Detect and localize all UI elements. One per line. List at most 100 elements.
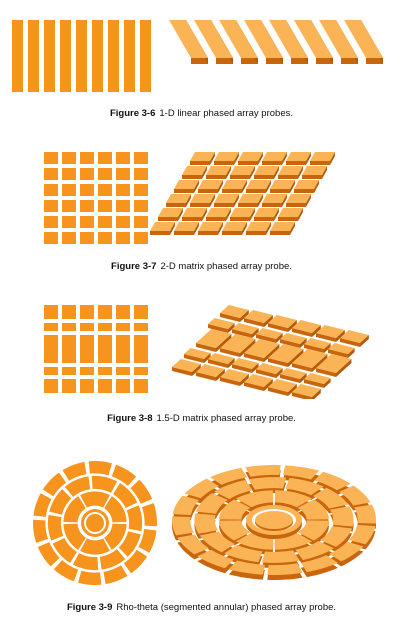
annular-segment-top xyxy=(172,495,199,516)
element-cell-right-side xyxy=(216,369,225,381)
element-cell-right-side xyxy=(202,208,207,221)
element-cell xyxy=(80,184,94,196)
annular-segment xyxy=(33,519,49,543)
figure-3-8-caption: Figure 3-8 1.5-D matrix phased array prob… xyxy=(0,413,403,424)
element-cell-top xyxy=(292,349,328,368)
annular-segment xyxy=(80,491,110,508)
element-cell-front-side xyxy=(270,231,290,235)
element-cell-right-side xyxy=(178,208,183,221)
element-cell-right-side xyxy=(258,152,263,165)
element-cell-top xyxy=(256,328,283,339)
element-cell xyxy=(44,152,58,164)
annular-segment-top xyxy=(297,499,330,520)
element-cell-front-side xyxy=(198,189,218,193)
element-cell-front-side xyxy=(182,217,202,221)
element-cell xyxy=(44,323,58,331)
element-slab-front-side xyxy=(366,58,383,64)
annular-segment xyxy=(118,531,141,557)
figure-3-9-caption: Figure 3-9 Rho-theta (segmented annular) … xyxy=(0,602,403,613)
element-slab-top xyxy=(269,20,308,58)
annular-segment-top xyxy=(184,478,219,499)
element-cell-top xyxy=(244,310,273,323)
element-cell-front-side xyxy=(286,161,306,165)
element-cell-front-side xyxy=(316,368,336,377)
element-cell-front-side xyxy=(304,379,324,388)
element-cell-right-side xyxy=(216,334,232,352)
annular-segment-top xyxy=(285,477,324,496)
element-cell-top xyxy=(244,374,273,387)
element-cell-right-side xyxy=(218,222,223,235)
element-cell-right-side xyxy=(336,359,352,377)
element-cell xyxy=(62,305,76,319)
annular-segment-top xyxy=(210,467,248,485)
element-cell-top xyxy=(220,334,256,353)
annular-segment-top xyxy=(329,541,364,562)
element-slab-top xyxy=(319,20,358,58)
element-cell-front-side xyxy=(280,339,300,348)
figure-text: Rho-theta (segmented annular) phased arr… xyxy=(116,602,337,613)
element-cell-front-side xyxy=(208,324,228,333)
element-cell-right-side xyxy=(288,320,297,332)
annular-segment-top xyxy=(248,477,287,490)
element-cell-front-side xyxy=(280,374,300,383)
element-slab-top xyxy=(294,20,333,58)
annular-segment xyxy=(126,505,143,532)
element-cell-right-side xyxy=(226,166,231,179)
element-cell-top xyxy=(278,166,303,175)
figure-3-7-caption: Figure 3-7 2-D matrix phased array probe. xyxy=(0,261,403,272)
element-cell xyxy=(80,168,94,180)
element-cell-front-side xyxy=(292,363,312,372)
element-cell-front-side xyxy=(220,348,240,357)
element-cell xyxy=(80,323,94,331)
annular-segment xyxy=(63,496,86,523)
element-slab-top xyxy=(219,20,258,58)
element-cell-front-side xyxy=(174,189,194,193)
element-cell xyxy=(62,379,76,393)
linear-array-front-view xyxy=(12,20,151,92)
annular-segment xyxy=(141,503,157,527)
element-cell-right-side xyxy=(282,152,287,165)
element-cell-top xyxy=(182,208,207,217)
element-cell-top xyxy=(198,222,223,231)
element-cell-top xyxy=(230,208,255,217)
linear-array-isometric-view xyxy=(169,20,383,64)
annular-segment-top xyxy=(267,563,303,575)
element-cell xyxy=(98,184,112,196)
element-cell-right-side xyxy=(274,208,279,221)
element-cell-front-side xyxy=(214,161,234,165)
element-cell-front-side xyxy=(214,203,234,207)
element-cell-top xyxy=(230,166,255,175)
annular-segment-top xyxy=(224,544,263,563)
element-cell-top xyxy=(268,379,297,392)
element-cell-top xyxy=(246,222,271,231)
element-cell-top xyxy=(262,194,287,203)
element-cell-right-side xyxy=(312,325,321,337)
element-cell-top xyxy=(174,222,199,231)
element-cell-front-side xyxy=(270,189,290,193)
element-cell-top xyxy=(304,373,331,384)
element-cell-top xyxy=(222,180,247,189)
element-cell-right-side xyxy=(250,166,255,179)
element-cell-top xyxy=(214,152,239,161)
element-cell xyxy=(134,367,148,375)
element-cell-right-side xyxy=(324,378,331,388)
element-cell-right-side xyxy=(288,384,297,396)
element-cell-top xyxy=(292,384,321,397)
element-cell xyxy=(116,232,130,244)
annular-segment xyxy=(99,549,126,570)
element-cell-front-side xyxy=(286,203,306,207)
element-cell-top xyxy=(294,180,319,189)
element-cell-front-side xyxy=(158,217,178,221)
element-cell-right-side xyxy=(194,222,199,235)
element-cell-front-side xyxy=(256,369,276,378)
element-cell-right-side xyxy=(298,208,303,221)
annular-segment-top xyxy=(228,560,265,575)
figure-number: Figure 3-8 xyxy=(107,413,153,424)
annular-segment-top xyxy=(235,490,274,508)
element-cell-top xyxy=(286,194,311,203)
annular-segment xyxy=(88,461,112,476)
element-cell-right-side xyxy=(250,208,255,221)
element-cell xyxy=(98,200,112,212)
annular-array-front-view xyxy=(33,461,157,585)
element-cell xyxy=(134,323,148,331)
